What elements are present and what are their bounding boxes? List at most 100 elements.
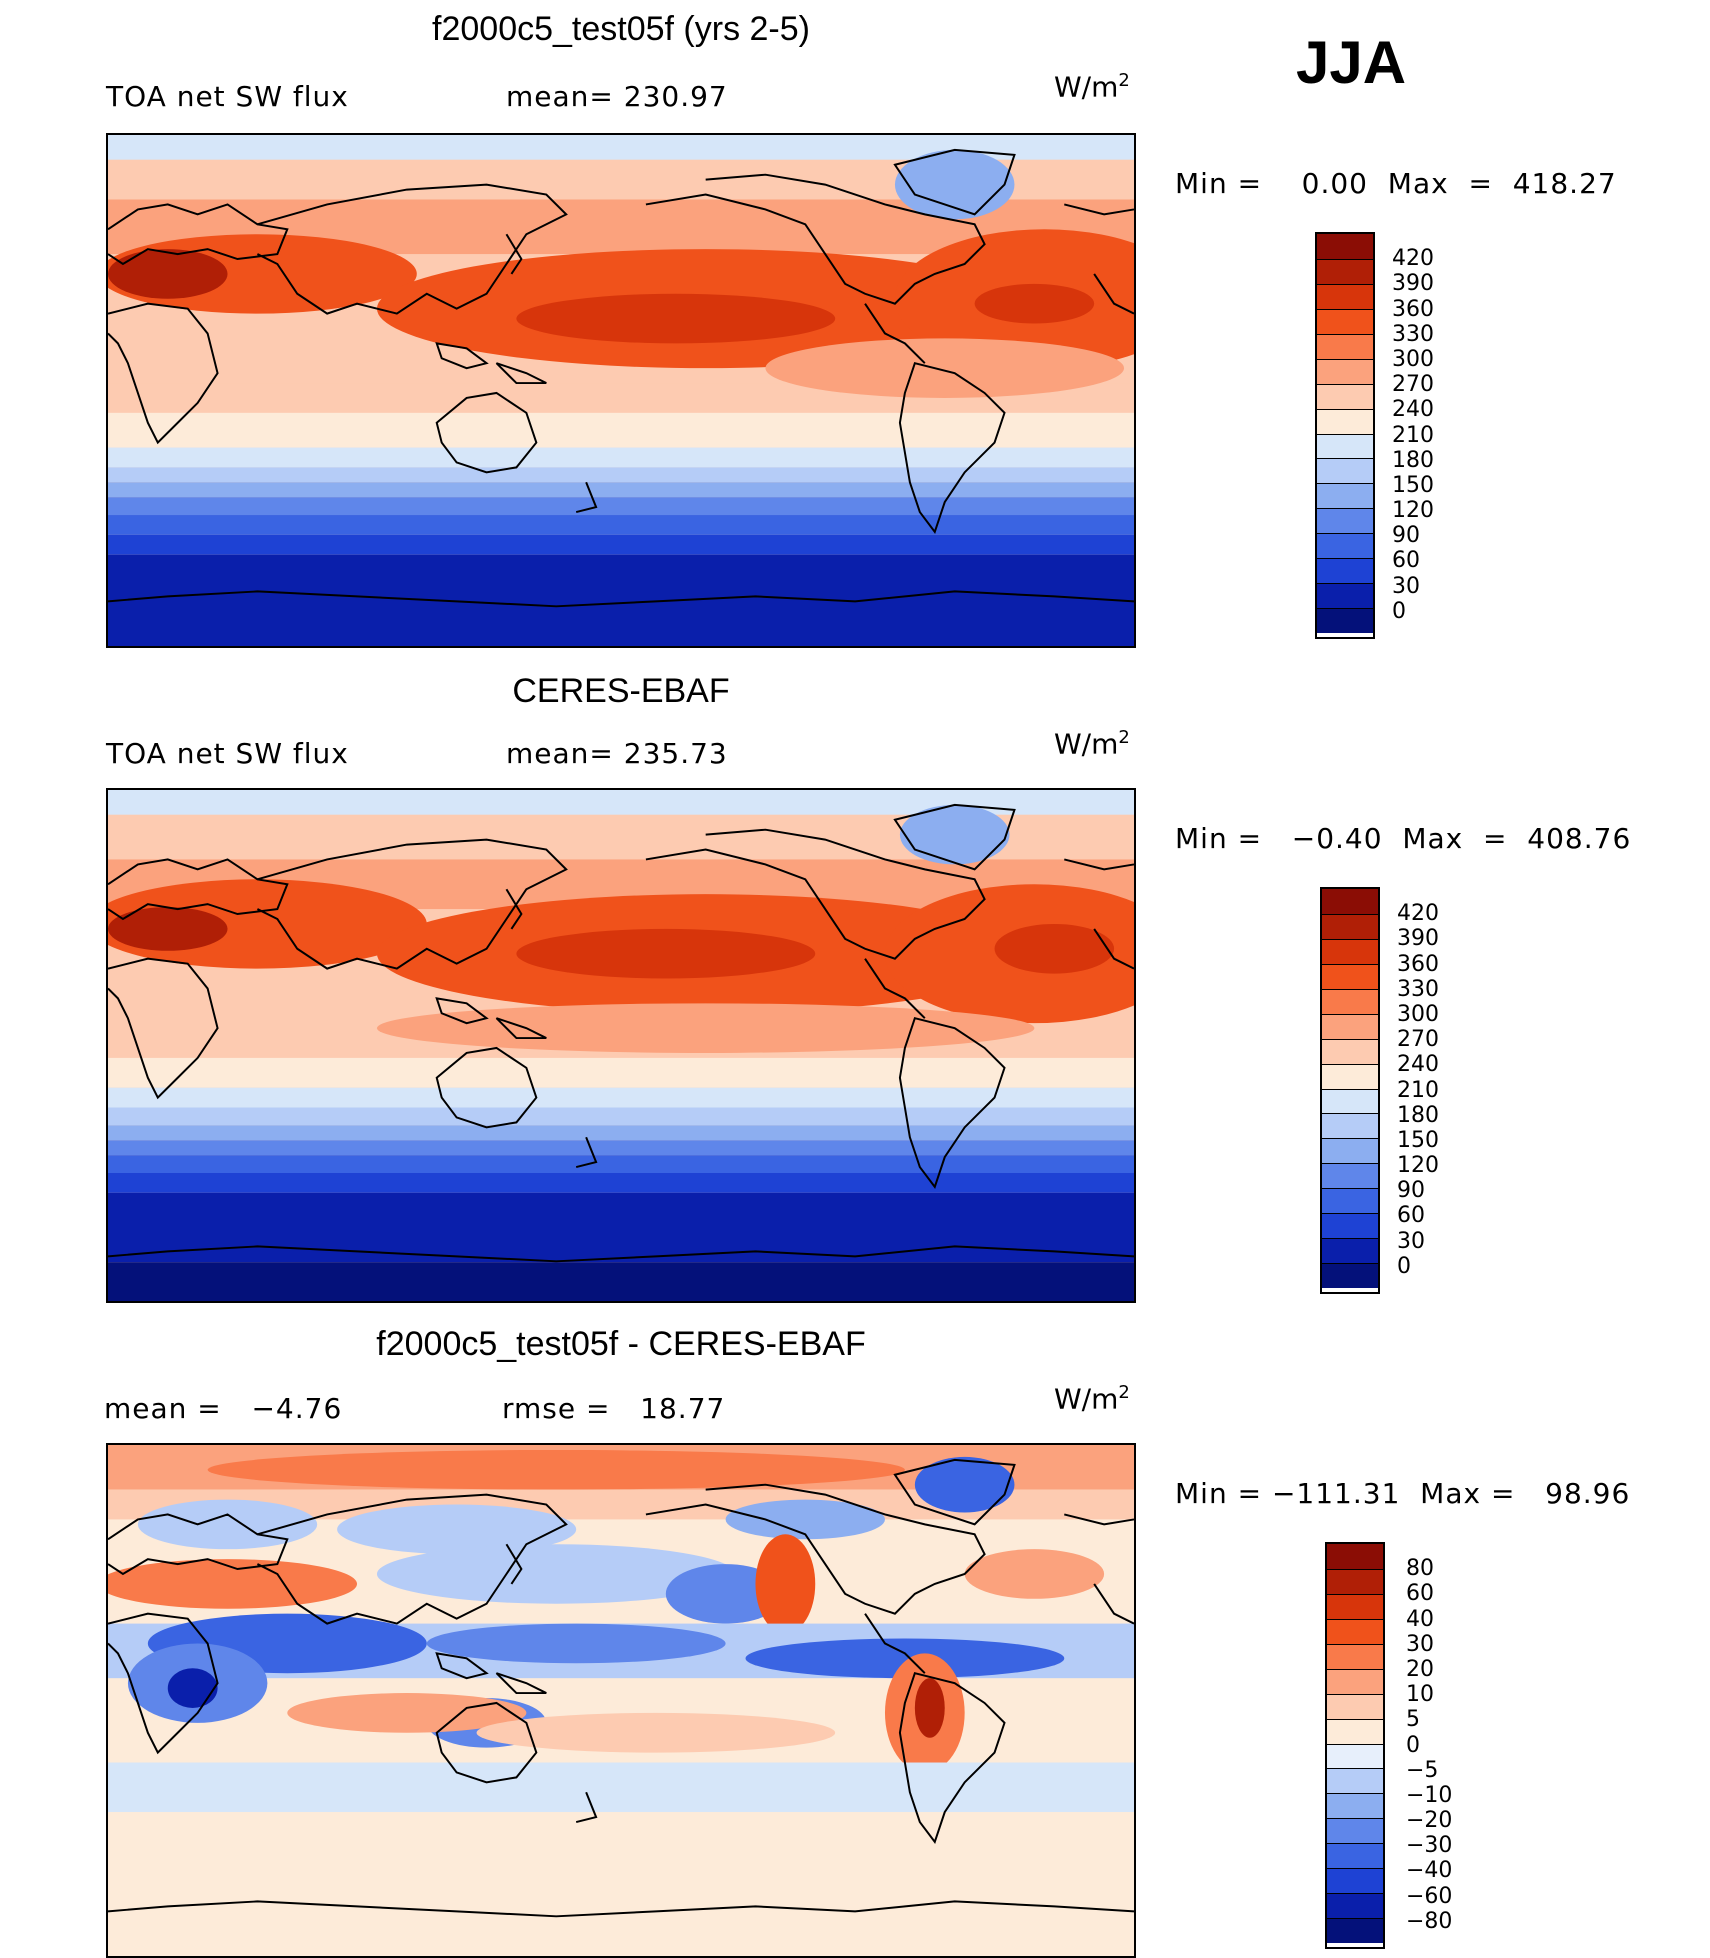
colorbar-swatch (1322, 1238, 1378, 1264)
panel-2-title: CERES-EBAF (512, 672, 730, 710)
colorbar-tick-label: 20 (1406, 1656, 1434, 1682)
colorbar-tick-label: 150 (1397, 1127, 1439, 1153)
colorbar-tick-label: 270 (1392, 372, 1434, 398)
colorbar-tick-label: 5 (1406, 1707, 1420, 1733)
colorbar-swatch (1317, 533, 1373, 559)
colorbar-swatch (1327, 1643, 1383, 1669)
colorbar-swatch (1317, 608, 1373, 633)
colorbar-tick-label: 120 (1392, 498, 1434, 524)
colorbar-swatch (1322, 1138, 1378, 1164)
colorbar-tick-label: 90 (1397, 1178, 1425, 1204)
colorbar-tick-label: 180 (1392, 447, 1434, 473)
colorbar-tick-label: 360 (1397, 951, 1439, 977)
panel-3-rmse-label: rmse = 18.77 (502, 1392, 726, 1425)
colorbar-swatch (1327, 1668, 1383, 1694)
colorbar-tick-label: −10 (1406, 1782, 1453, 1808)
panel-1-colorbar (1315, 232, 1375, 639)
panel-2-minmax: Min = −0.40 Max = 408.76 (1175, 822, 1632, 855)
colorbar-swatch (1317, 383, 1373, 409)
colorbar-tick-label: 240 (1392, 397, 1434, 423)
panel-1-variable-label: TOA net SW flux (106, 80, 349, 113)
colorbar-tick-label: 30 (1406, 1631, 1434, 1657)
colorbar-tick-label: 0 (1406, 1732, 1420, 1758)
colorbar-tick-label: 300 (1397, 1001, 1439, 1027)
panel-1-mean-label: mean= 230.97 (506, 80, 728, 113)
colorbar-swatch (1327, 1544, 1383, 1569)
panel-1-minmax: Min = 0.00 Max = 418.27 (1175, 167, 1617, 200)
panel-3-minmax: Min = −111.31 Max = 98.96 (1175, 1477, 1631, 1510)
colorbar-swatch (1317, 483, 1373, 509)
colorbar-swatch (1322, 1038, 1378, 1064)
colorbar-swatch (1317, 458, 1373, 484)
colorbar-tick-label: 360 (1392, 296, 1434, 322)
season-label: JJA (1296, 29, 1407, 96)
colorbar-swatch (1317, 234, 1373, 259)
colorbar-tick-label: 420 (1397, 901, 1439, 927)
panel-1-title: f2000c5_test05f (yrs 2-5) (432, 10, 810, 48)
panel-2-variable-label: TOA net SW flux (106, 737, 349, 770)
colorbar-tick-label: 180 (1397, 1102, 1439, 1128)
colorbar-swatch (1327, 1718, 1383, 1744)
colorbar-swatch (1322, 963, 1378, 989)
colorbar-tick-label: 150 (1392, 472, 1434, 498)
colorbar-tick-label: 0 (1392, 598, 1406, 624)
colorbar-tick-label: −5 (1406, 1757, 1439, 1783)
panel-3-map (106, 1443, 1136, 1958)
colorbar-swatch (1317, 308, 1373, 334)
colorbar-swatch (1317, 358, 1373, 384)
colorbar-tick-label: −30 (1406, 1833, 1453, 1859)
colorbar-swatch (1327, 1893, 1383, 1919)
colorbar-tick-label: 30 (1392, 573, 1420, 599)
colorbar-swatch (1322, 1263, 1378, 1288)
colorbar-tick-label: 390 (1397, 926, 1439, 952)
colorbar-tick-label: 270 (1397, 1027, 1439, 1053)
colorbar-swatch (1327, 1868, 1383, 1894)
colorbar-swatch (1317, 433, 1373, 459)
colorbar-tick-label: −40 (1406, 1858, 1453, 1884)
colorbar-swatch (1322, 1188, 1378, 1214)
colorbar-swatch (1317, 558, 1373, 584)
panel-2-map (106, 788, 1136, 1303)
colorbar-swatch (1322, 1013, 1378, 1039)
colorbar-tick-label: −80 (1406, 1908, 1453, 1934)
panel-3-colorbar (1325, 1542, 1385, 1949)
panel-3-title: f2000c5_test05f - CERES-EBAF (376, 1325, 866, 1363)
colorbar-swatch (1327, 1793, 1383, 1819)
colorbar-swatch (1327, 1918, 1383, 1943)
colorbar-swatch (1322, 889, 1378, 914)
panel-3-mean-label: mean = −4.76 (104, 1392, 343, 1425)
colorbar-tick-label: 60 (1406, 1581, 1434, 1607)
colorbar-tick-label: 60 (1397, 1203, 1425, 1229)
colorbar-swatch (1327, 1568, 1383, 1594)
colorbar-tick-label: 330 (1392, 321, 1434, 347)
panel-2-units: W/m2 (1054, 727, 1130, 761)
colorbar-swatch (1327, 1693, 1383, 1719)
colorbar-swatch (1327, 1818, 1383, 1844)
panel-2-colorbar (1320, 887, 1380, 1294)
colorbar-swatch (1322, 1213, 1378, 1239)
colorbar-tick-label: 240 (1397, 1052, 1439, 1078)
colorbar-swatch (1322, 1063, 1378, 1089)
colorbar-tick-label: 40 (1406, 1606, 1434, 1632)
colorbar-tick-label: 390 (1392, 271, 1434, 297)
colorbar-swatch (1327, 1618, 1383, 1644)
colorbar-swatch (1327, 1768, 1383, 1794)
colorbar-tick-label: 300 (1392, 346, 1434, 372)
colorbar-tick-label: 210 (1392, 422, 1434, 448)
colorbar-swatch (1322, 1113, 1378, 1139)
colorbar-tick-label: 420 (1392, 246, 1434, 272)
colorbar-swatch (1317, 258, 1373, 284)
colorbar-swatch (1317, 408, 1373, 434)
colorbar-swatch (1327, 1743, 1383, 1769)
colorbar-swatch (1317, 508, 1373, 534)
colorbar-tick-label: 80 (1406, 1556, 1434, 1582)
colorbar-tick-label: 330 (1397, 976, 1439, 1002)
colorbar-swatch (1322, 1088, 1378, 1114)
panel-2-mean-label: mean= 235.73 (506, 737, 728, 770)
colorbar-swatch (1327, 1843, 1383, 1869)
colorbar-tick-label: 0 (1397, 1253, 1411, 1279)
colorbar-swatch (1317, 583, 1373, 609)
colorbar-tick-label: 120 (1397, 1153, 1439, 1179)
colorbar-tick-label: −60 (1406, 1883, 1453, 1909)
colorbar-tick-label: 30 (1397, 1228, 1425, 1254)
